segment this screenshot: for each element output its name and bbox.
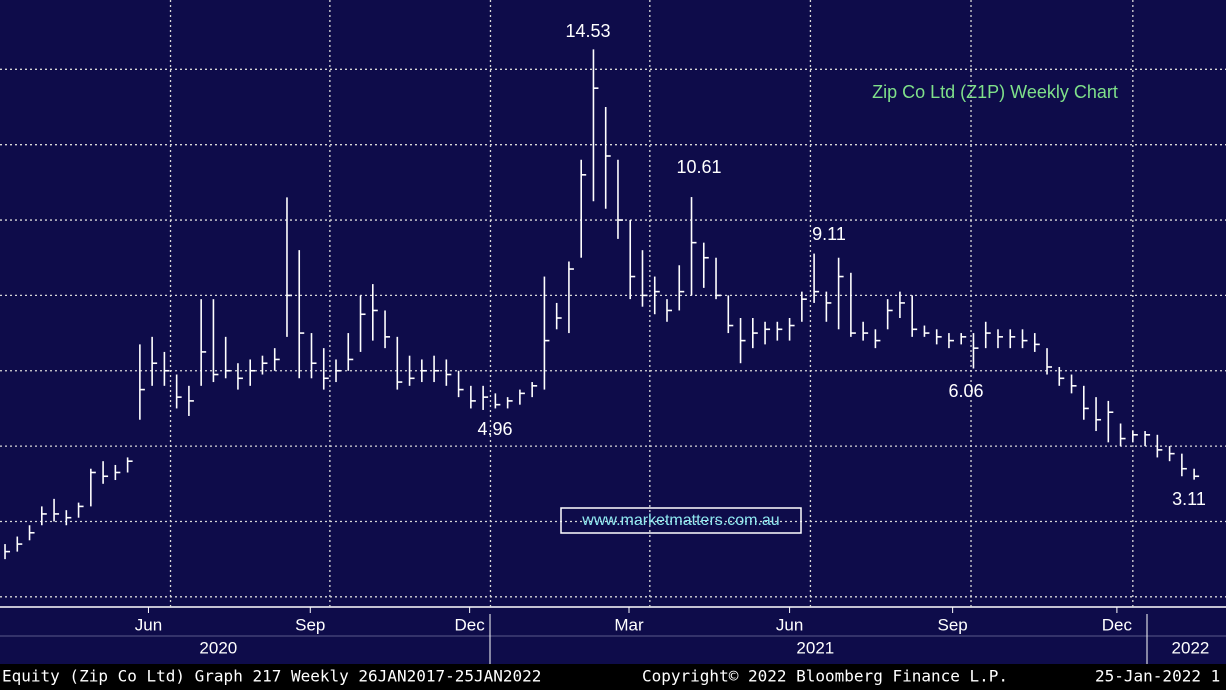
annotation: 6.06 [948,381,983,401]
x-tick-label: Jun [135,615,162,634]
x-tick-label: Mar [614,615,644,634]
footer-right: 25-Jan-2022 1 [1095,667,1220,686]
x-tick-label: Jun [776,615,803,634]
annotation: 14.53 [565,21,610,41]
annotation: 10.61 [676,157,721,177]
year-label: 2020 [199,638,237,657]
watermark: www.marketmatters.com.au [581,512,779,529]
year-label: 2022 [1172,638,1210,657]
footer-background [0,664,1226,690]
chart-title: Zip Co Ltd (Z1P) Weekly Chart [872,82,1118,102]
annotation: 9.11 [812,224,846,244]
watermark-box [560,507,802,534]
x-tick-label: Sep [938,615,968,634]
x-tick-label: Dec [1102,615,1133,634]
footer-left: Equity (Zip Co Ltd) Graph 217 Weekly 26J… [2,667,541,686]
footer-center: Copyright© 2022 Bloomberg Finance L.P. [642,667,1008,686]
annotation: 4.96 [477,419,512,439]
plot-area: Jun Sep Dec Mar Jun Sep Dec 2020 2021 2022 14.53 10… [0,0,1226,657]
annotation: 3.11 [1172,489,1206,509]
x-tick-label: Dec [455,615,486,634]
x-tick-label: Sep [295,615,325,634]
plot-background [0,0,1226,664]
year-label: 2021 [796,638,834,657]
